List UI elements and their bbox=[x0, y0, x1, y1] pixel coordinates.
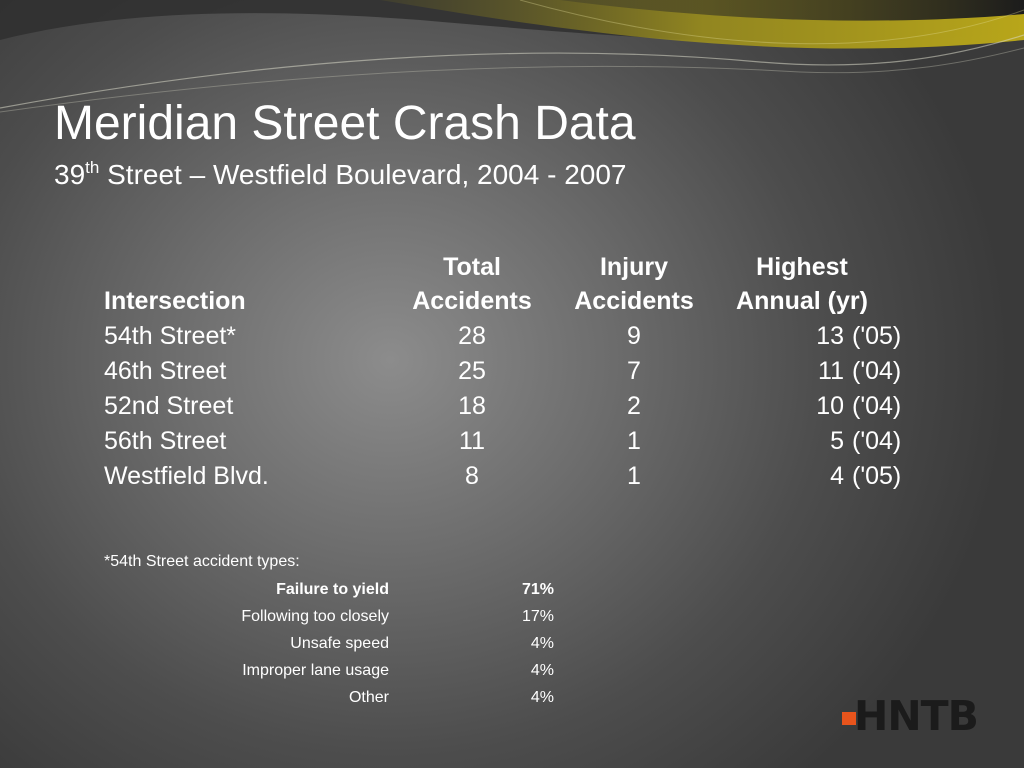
row-total: 28 bbox=[458, 322, 486, 350]
row-total: 18 bbox=[458, 392, 486, 420]
slide-subtitle: 39th Street – Westfield Boulevard, 2004 … bbox=[54, 158, 626, 192]
list-item: Failure to yield 71% bbox=[104, 576, 564, 603]
accident-type-percent: 4% bbox=[530, 662, 554, 679]
row-highest: 13 bbox=[816, 322, 844, 350]
row-intersection: 56th Street bbox=[104, 427, 227, 455]
accident-type-label: Unsafe speed bbox=[290, 635, 389, 652]
header-highest-line1: Highest bbox=[756, 253, 848, 281]
row-year: ('05) bbox=[852, 462, 902, 490]
header-total-line2: Accidents bbox=[412, 287, 532, 315]
accident-type-percent: 17% bbox=[521, 608, 554, 625]
accident-type-label: Other bbox=[348, 689, 389, 706]
table-row: Westfield Blvd. 8 1 4 ('05) bbox=[104, 459, 904, 494]
row-total: 25 bbox=[458, 357, 486, 385]
accident-type-percent: 4% bbox=[530, 635, 554, 652]
header-total-accidents: Total Accidents bbox=[412, 250, 532, 318]
accident-type-label: Failure to yield bbox=[276, 581, 389, 598]
row-year: ('04) bbox=[852, 427, 902, 455]
row-highest: 5 bbox=[830, 427, 844, 455]
list-item: Unsafe speed 4% bbox=[104, 630, 564, 657]
row-intersection: 54th Street* bbox=[104, 322, 237, 350]
logo-text: HNTB bbox=[854, 692, 979, 740]
row-year: ('04) bbox=[852, 392, 902, 420]
table-row: 54th Street* 28 9 13 ('05) bbox=[104, 319, 904, 354]
table-header-row: Intersection Total Accidents Injury Acci… bbox=[104, 250, 904, 320]
row-year: ('05) bbox=[852, 322, 902, 350]
subtitle-rest: Street – Westfield Boulevard, 2004 - 200… bbox=[99, 159, 627, 190]
table-row: 46th Street 25 7 11 ('04) bbox=[104, 354, 904, 389]
row-injury: 2 bbox=[627, 392, 641, 420]
header-injury-accidents: Injury Accidents bbox=[574, 250, 694, 318]
row-year: ('04) bbox=[852, 357, 902, 385]
row-highest: 4 bbox=[830, 462, 844, 490]
header-injury-line2: Accidents bbox=[574, 287, 694, 315]
row-intersection: 46th Street bbox=[104, 357, 227, 385]
row-injury: 9 bbox=[627, 322, 641, 350]
header-highest-annual: Highest Annual (yr) bbox=[732, 250, 872, 318]
slide-title: Meridian Street Crash Data bbox=[54, 97, 636, 150]
table-row: 52nd Street 18 2 10 ('04) bbox=[104, 389, 904, 424]
row-intersection: 52nd Street bbox=[104, 392, 234, 420]
list-item: Following too closely 17% bbox=[104, 603, 564, 630]
row-total: 11 bbox=[459, 427, 485, 455]
subtitle-prefix: 39 bbox=[54, 159, 86, 190]
header-highest-line2: Annual (yr) bbox=[736, 287, 868, 315]
table-row: 56th Street 11 1 5 ('04) bbox=[104, 424, 904, 459]
row-injury: 7 bbox=[627, 357, 641, 385]
row-highest: 11 bbox=[818, 357, 844, 385]
row-total: 8 bbox=[465, 462, 479, 490]
header-swoosh-decoration bbox=[0, 0, 1024, 113]
row-injury: 1 bbox=[627, 427, 641, 455]
subtitle-superscript: th bbox=[85, 158, 100, 177]
hntb-logo: HNTB bbox=[842, 692, 979, 740]
row-injury: 1 bbox=[627, 462, 641, 490]
list-item: Other 4% bbox=[104, 684, 564, 711]
accident-type-percent: 4% bbox=[530, 689, 554, 706]
accident-types-note: *54th Street accident types: bbox=[104, 553, 300, 570]
row-intersection: Westfield Blvd. bbox=[104, 462, 269, 490]
list-item: Improper lane usage 4% bbox=[104, 657, 564, 684]
accident-type-label: Improper lane usage bbox=[242, 662, 389, 679]
accident-type-label: Following too closely bbox=[241, 608, 389, 625]
logo-accent-block bbox=[842, 712, 856, 725]
row-highest: 10 bbox=[816, 392, 844, 420]
header-intersection: Intersection bbox=[104, 287, 246, 315]
header-total-line1: Total bbox=[443, 253, 501, 281]
header-injury-line1: Injury bbox=[599, 253, 669, 281]
accident-type-percent: 71% bbox=[521, 581, 554, 598]
